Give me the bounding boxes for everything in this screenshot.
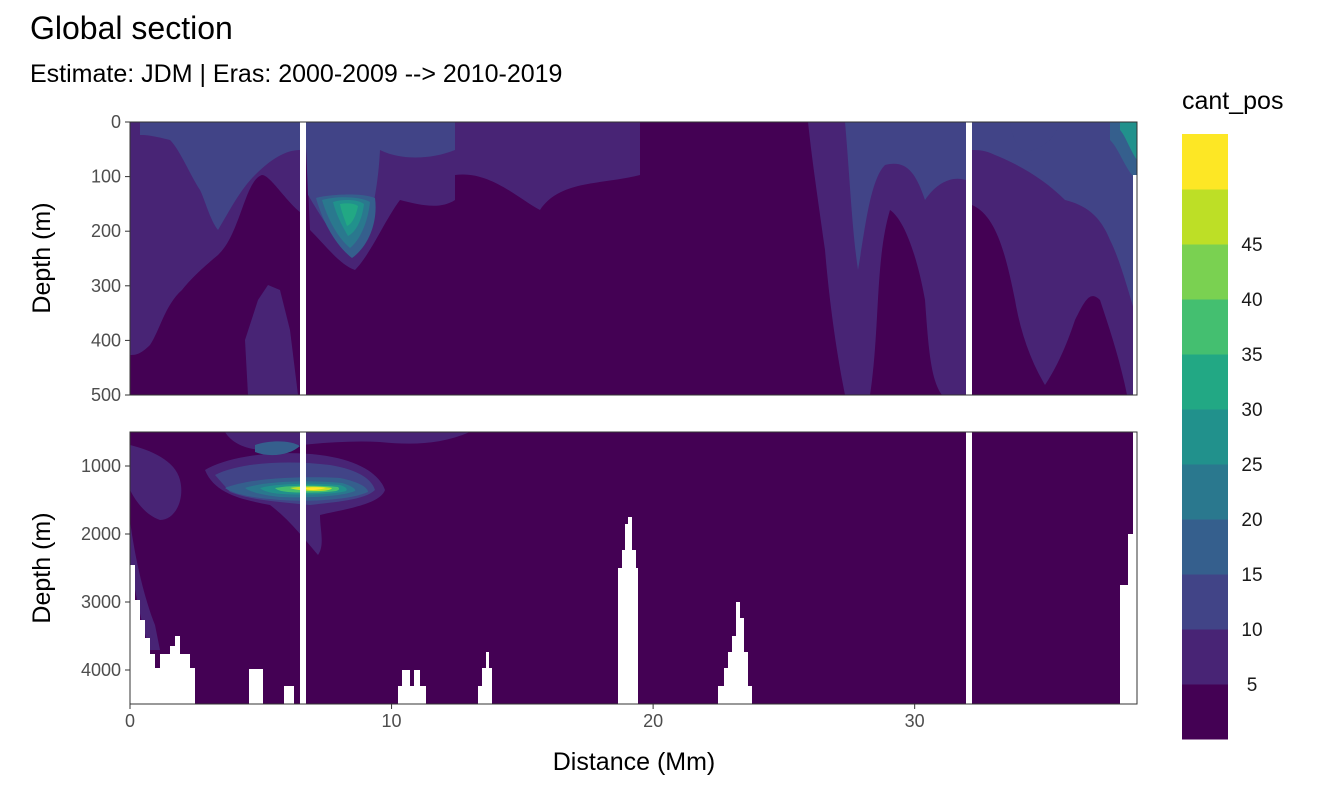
upper-gap-2 xyxy=(966,122,972,395)
legend-label: 10 xyxy=(1241,620,1262,641)
y-tick-label: 1000 xyxy=(81,456,121,476)
upper-region-left-band xyxy=(140,122,300,230)
legend-label: 30 xyxy=(1241,400,1262,421)
upper-y-axis-title: Depth (m) xyxy=(28,202,56,313)
lower-panel-border xyxy=(129,431,1138,705)
legend-swatch xyxy=(1182,244,1228,300)
legend-title: cant_pos xyxy=(1182,87,1284,115)
lower-y-axis: 1000 2000 3000 4000 xyxy=(81,456,130,680)
y-tick-label: 400 xyxy=(91,330,121,350)
x-tick-label: 30 xyxy=(905,711,925,731)
lower-region-core-peak xyxy=(303,487,326,490)
legend-swatch xyxy=(1182,299,1228,355)
legend-swatch xyxy=(1182,684,1228,740)
legend-swatch xyxy=(1182,629,1228,685)
y-tick-label: 4000 xyxy=(81,660,121,680)
chart-title: Global section xyxy=(30,10,233,46)
upper-region-mid xyxy=(455,122,640,210)
legend-swatch xyxy=(1182,134,1228,190)
legend-swatch xyxy=(1182,464,1228,520)
upper-panel-border xyxy=(129,121,1138,396)
legend: 5 10 15 20 25 30 35 40 45 xyxy=(1182,134,1263,740)
y-tick-label: 3000 xyxy=(81,592,121,612)
chart-subtitle: Estimate: JDM | Eras: 2000-2009 --> 2010… xyxy=(30,60,563,88)
upper-region-far-right-band xyxy=(972,122,1137,320)
y-tick-label: 0 xyxy=(111,112,121,132)
y-tick-label: 200 xyxy=(91,221,121,241)
lower-whitespace xyxy=(130,432,1137,704)
upper-region-right-band xyxy=(845,122,966,270)
y-tick-label: 2000 xyxy=(81,524,121,544)
x-tick-label: 10 xyxy=(382,711,402,731)
y-tick-label: 100 xyxy=(91,167,121,187)
x-tick-label: 0 xyxy=(125,711,135,731)
legend-swatch xyxy=(1182,189,1228,245)
legend-swatch xyxy=(1182,519,1228,575)
lower-region-upper-patch xyxy=(255,441,300,456)
upper-gap-1 xyxy=(300,122,306,395)
legend-swatch xyxy=(1182,574,1228,630)
upper-region-surface-patch xyxy=(1010,122,1060,152)
upper-gap-edge xyxy=(1133,175,1137,395)
legend-swatch xyxy=(1182,354,1228,410)
legend-label: 40 xyxy=(1241,290,1262,311)
legend-label: 45 xyxy=(1241,235,1262,256)
x-axis: 0 10 20 30 xyxy=(125,704,925,731)
x-axis-title: Distance (Mm) xyxy=(553,748,716,776)
legend-swatch xyxy=(1182,409,1228,465)
y-tick-label: 300 xyxy=(91,276,121,296)
upper-region-surface-right-core xyxy=(1120,122,1137,160)
lower-y-axis-title: Depth (m) xyxy=(28,512,56,623)
legend-label: 5 xyxy=(1247,675,1258,696)
legend-label: 15 xyxy=(1241,565,1262,586)
upper-region-plume-peak xyxy=(340,203,358,226)
upper-region-left-wedge xyxy=(245,285,298,395)
legend-label: 35 xyxy=(1241,345,1262,366)
y-tick-label: 500 xyxy=(91,385,121,405)
upper-panel xyxy=(130,122,1137,395)
x-tick-label: 20 xyxy=(643,711,663,731)
legend-label: 25 xyxy=(1241,455,1262,476)
upper-y-axis: 0 100 200 300 400 500 xyxy=(91,112,130,405)
legend-label: 20 xyxy=(1241,510,1262,531)
upper-region-left xyxy=(130,122,300,355)
lower-region-left-patch xyxy=(130,445,182,520)
